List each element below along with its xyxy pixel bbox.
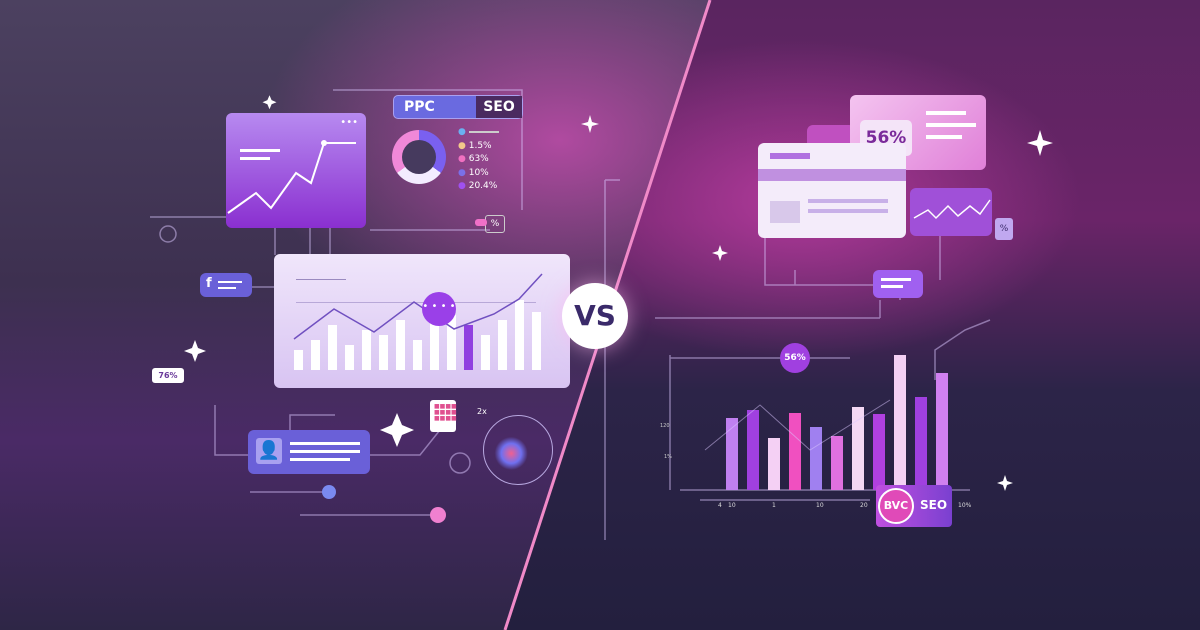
legend-item: 20.4% [468,181,498,191]
chart-bar [852,407,864,490]
bvc-seo-badge: BVC SEO [876,485,952,527]
mini-line-card [910,188,992,236]
small-percent: % [995,218,1013,240]
bvc-circle: BVC [878,488,914,524]
growth-chart-card: ••• [226,113,366,228]
y-tick: 1% [664,454,672,460]
profile-card: 👤 [248,430,370,474]
legend-item: 63% [468,154,489,164]
chart-bar [430,310,439,370]
chart-bar [789,413,801,490]
chart-bar [294,350,303,370]
vs-circle: VS [562,283,628,349]
node [322,485,336,499]
user-icon: 👤 [256,438,282,464]
chart-bar [768,438,780,490]
y-tick: 120 [660,423,670,429]
chart-bar [532,312,541,370]
globe-icon [483,415,553,485]
small-badge: 76% [152,368,184,383]
chart-bar [311,340,320,370]
chart-bar [810,427,822,490]
chart-bubble: 56% [780,343,810,373]
chart-bar [328,325,337,370]
chart-bar [747,410,759,490]
legend-item: 1.5% [468,140,492,151]
ppc-seo-toggle[interactable]: PPC SEO [393,95,523,119]
chat-bubble [873,270,923,298]
node [430,507,446,523]
percent-tag: % [485,215,505,233]
social-chip: f [200,273,252,297]
chart-bar [413,340,422,370]
donut-chart [392,130,446,184]
chart-bar [726,418,738,490]
chart-bar [915,397,927,490]
legend-item: 10% [468,167,489,178]
chart-bar [345,345,354,370]
chart-bar [873,414,885,490]
stat-card: 56% [850,95,986,170]
arrow-label: 2x [477,407,487,416]
browser-card [758,143,906,238]
seo-tab[interactable]: SEO [476,96,522,118]
chart-bar [464,325,473,370]
chart-bar [894,355,906,490]
dots-bubble: • • • • [422,292,456,326]
chart-bar [379,335,388,370]
chart-bar [936,373,948,490]
chart-bar [396,320,405,370]
chart-bar [831,436,843,490]
sparkles [184,95,1053,491]
slider-thumb[interactable] [475,219,487,226]
trend-line [227,140,356,214]
chart-bar [515,300,524,370]
donut-legend: ● ● 1.5% ● 63% ● 10% ● 20.4% [458,127,499,191]
chart-bar [362,330,371,370]
chart-bar [481,335,490,370]
facebook-icon: f [206,276,212,291]
overlay-line [293,273,543,340]
seo-bar-chart [700,340,970,490]
more-icon[interactable]: ••• [340,117,358,128]
right-overlay-line [704,399,891,451]
bar-chart-card: • • • • [274,254,570,388]
chart-bar [498,320,507,370]
grid-icon: ■■■■ ■■■■ ■■■■ [430,400,457,432]
chart-bar [447,315,456,370]
ppc-tab[interactable]: PPC [404,99,435,115]
